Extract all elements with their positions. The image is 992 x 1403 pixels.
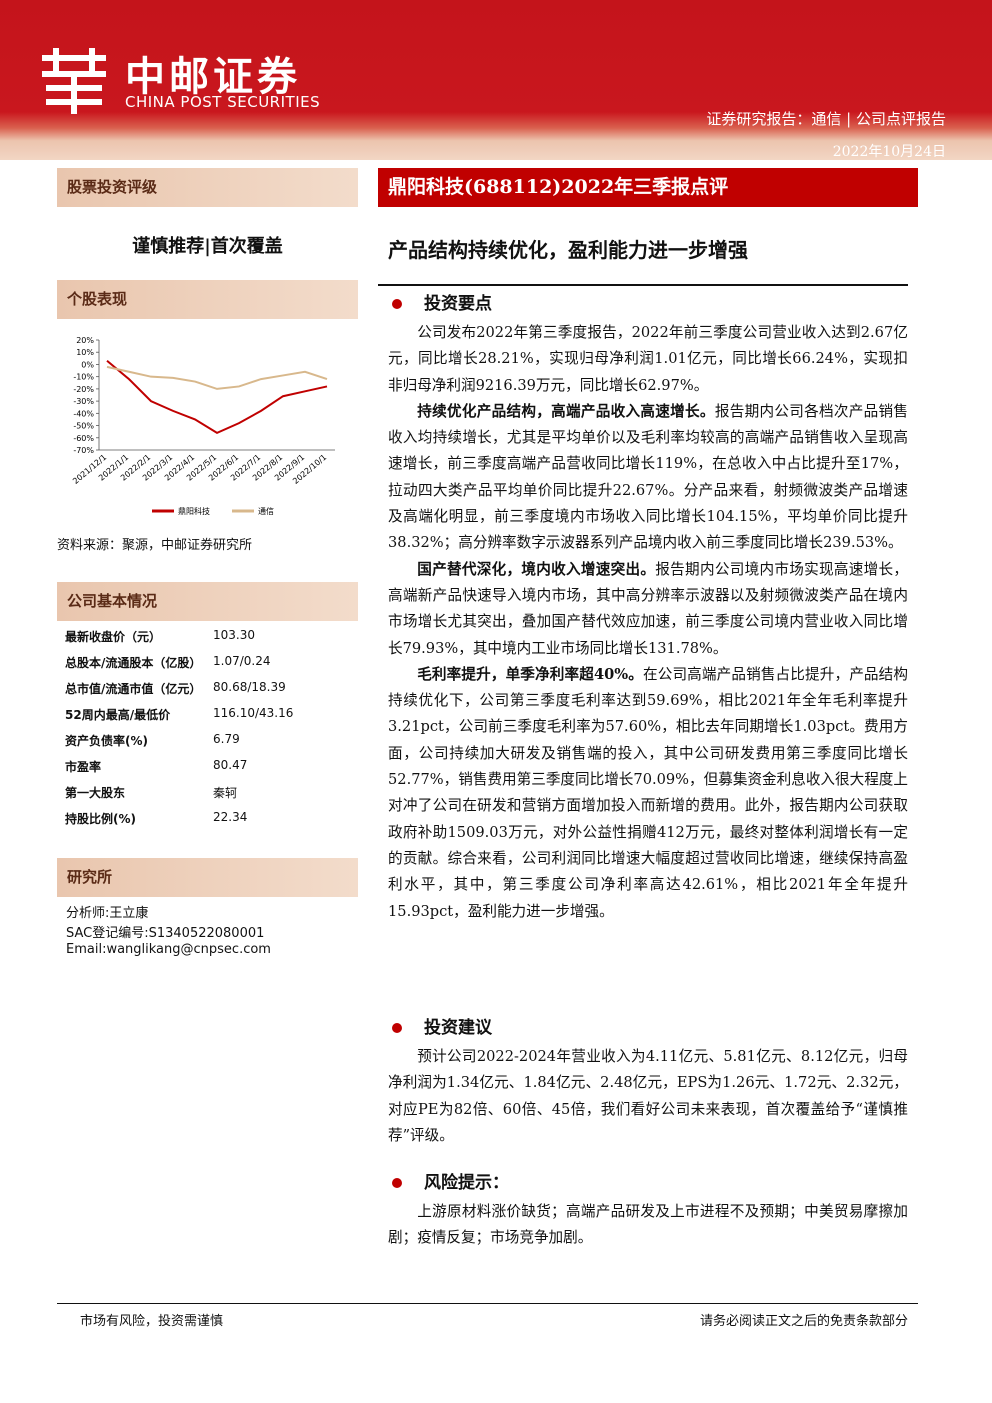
- info-key: 最新收盘价（元）: [65, 630, 162, 644]
- info-value: 80.68/18.39: [213, 680, 286, 694]
- paragraph-lead: 国产替代深化，境内收入增速突出。: [417, 560, 656, 578]
- section-heading: 投资要点: [388, 292, 908, 316]
- section: 投资建议预计公司2022-2024年营业收入为4.11亿元、5.81亿元、8.1…: [388, 1016, 908, 1149]
- paragraph-text: 报告期内公司境内市场实现高速增长，高端新产品快速导入境内市场，其中高分辨率示波器…: [388, 560, 908, 657]
- paragraph-text: 预计公司2022-2024年营业收入为4.11亿元、5.81亿元、8.12亿元，…: [388, 1048, 908, 1144]
- y-tick-label: -40%: [73, 409, 94, 418]
- footer-right: 请务必阅读正文之后的免责条款部分: [699, 1314, 908, 1329]
- info-key: 52周内最高/最低价: [65, 708, 171, 722]
- info-row: 资产负债率(%) 6.79: [65, 732, 355, 758]
- paragraph: 毛利率提升，单季净利率超40%。在公司高端产品销售占比提升，产品结构持续优化下，…: [388, 662, 908, 925]
- info-key: 市盈率: [65, 760, 102, 774]
- legend-label: 通信: [258, 506, 274, 516]
- series-line: [106, 365, 328, 390]
- footer-left: 市场有风险，投资需谨慎: [80, 1314, 224, 1329]
- y-tick-label: -60%: [73, 434, 94, 443]
- info-value: 103.30: [213, 628, 255, 642]
- info-row: 52周内最高/最低价 116.10/43.16: [65, 706, 355, 732]
- info-row: 第一大股东 秦轲: [65, 784, 355, 810]
- analyst-line: SAC登记编号:S1340522080001: [66, 926, 265, 941]
- headline: 产品结构持续优化，盈利能力进一步增强: [388, 238, 748, 262]
- legend-label: 鼎阳科技: [178, 506, 210, 516]
- report-type: 证券研究报告：通信 | 公司点评报告: [706, 110, 946, 128]
- y-tick-label: 10%: [76, 348, 94, 357]
- report-title: 鼎阳科技(688112)2022年三季报点评: [378, 168, 918, 207]
- info-row: 持股比例(%) 22.34: [65, 810, 355, 836]
- paragraph: 持续优化产品结构，高端产品收入高速增长。报告期内公司各档次产品销售收入均持续增长…: [388, 399, 908, 557]
- section-heading: 风险提示：: [388, 1171, 908, 1195]
- stock-chart: 20%10%0%-10%-20%-30%-40%-50%-60%-70%2021…: [71, 336, 335, 516]
- section-heading: 投资建议: [388, 1016, 908, 1040]
- paragraph-text: 公司发布2022年第三季度报告，2022年前三季度公司营业收入达到2.67亿元，…: [388, 324, 908, 394]
- report-date: 2022年10月24日: [832, 144, 946, 160]
- y-tick-label: -20%: [73, 385, 94, 394]
- info-row: 总市值/流通市值（亿元） 80.68/18.39: [65, 680, 355, 706]
- paragraph-lead: 毛利率提升，单季净利率超40%。: [417, 665, 643, 683]
- paragraph: 国产替代深化，境内收入增速突出。报告期内公司境内市场实现高速增长，高端新产品快速…: [388, 557, 908, 662]
- analyst-line: 分析师:王立康: [66, 906, 149, 921]
- paragraph-text: 上游原材料涨价缺货；高端产品研发及上市进程不及预期；中美贸易摩擦加剧；疫情反复；…: [388, 1203, 908, 1247]
- paragraph: 预计公司2022-2024年营业收入为4.11亿元、5.81亿元、8.12亿元，…: [388, 1044, 908, 1149]
- info-key: 持股比例(%): [65, 812, 136, 826]
- info-value: 22.34: [213, 810, 248, 824]
- y-tick-label: 20%: [76, 336, 94, 345]
- basic-info-label: 公司基本情况: [57, 582, 358, 621]
- logo-mark: [42, 48, 106, 114]
- info-value: 1.07/0.24: [213, 654, 271, 668]
- info-row: 总股本/流通股本（亿股） 1.07/0.24: [65, 654, 355, 680]
- analyst-line: Email:wanglikang@cnpsec.com: [66, 942, 271, 957]
- footer-rule: [57, 1303, 918, 1304]
- info-value: 秦轲: [213, 786, 238, 800]
- brand: 中邮证券: [125, 54, 301, 100]
- info-row: 市盈率 80.47: [65, 758, 355, 784]
- research-label: 研究所: [57, 858, 358, 897]
- info-key: 总股本/流通股本（亿股）: [65, 656, 202, 670]
- info-row: 最新收盘价（元） 103.30: [65, 628, 355, 654]
- brand-en: CHINA POST SECURITIES: [125, 93, 321, 111]
- chart-source: 资料来源：聚源，中邮证券研究所: [57, 538, 253, 553]
- y-tick-label: -10%: [73, 373, 94, 382]
- info-value: 116.10/43.16: [213, 706, 294, 720]
- info-value: 80.47: [213, 758, 248, 772]
- paragraph-text: 报告期内公司各档次产品销售收入均持续增长，尤其是平均单价以及毛利率均较高的高端产…: [388, 402, 908, 552]
- y-tick-label: -50%: [73, 422, 94, 431]
- info-key: 第一大股东: [65, 786, 126, 800]
- paragraph-lead: 持续优化产品结构，高端产品收入高速增长。: [417, 402, 715, 420]
- rating: 谨慎推荐|首次覆盖: [132, 236, 283, 257]
- rule: [378, 284, 908, 286]
- rating-label: 股票投资评级: [57, 168, 358, 207]
- info-key: 总市值/流通市值（亿元）: [65, 682, 202, 696]
- section: 风险提示： 上游原材料涨价缺货；高端产品研发及上市进程不及预期；中美贸易摩擦加剧；…: [388, 1171, 908, 1252]
- info-value: 6.79: [213, 732, 240, 746]
- y-tick-label: -30%: [73, 397, 94, 406]
- paragraph: 公司发布2022年第三季度报告，2022年前三季度公司营业收入达到2.67亿元，…: [388, 320, 908, 399]
- series-line: [106, 360, 328, 435]
- section: 投资要点公司发布2022年第三季度报告，2022年前三季度公司营业收入达到2.6…: [388, 292, 908, 925]
- paragraph: 上游原材料涨价缺货；高端产品研发及上市进程不及预期；中美贸易摩擦加剧；疫情反复；…: [388, 1199, 908, 1252]
- header-band: [0, 0, 992, 160]
- paragraph-text: 在公司高端产品销售占比提升，产品结构持续优化下，公司第三季度毛利率达到59.69…: [388, 665, 908, 920]
- y-tick-label: -70%: [73, 446, 94, 455]
- info-key: 资产负债率(%): [65, 734, 148, 748]
- performance-label: 个股表现: [57, 280, 358, 319]
- y-tick-label: 0%: [81, 360, 94, 369]
